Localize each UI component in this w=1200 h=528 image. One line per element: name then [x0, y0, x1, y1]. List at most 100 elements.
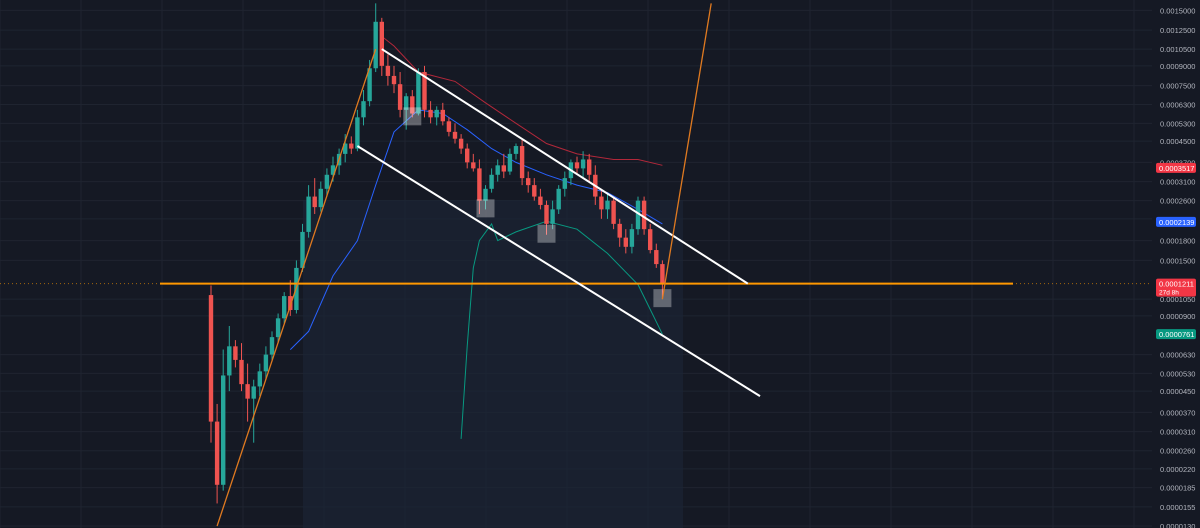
candle-body[interactable]: [550, 209, 555, 224]
candle[interactable]: [379, 17, 384, 76]
candle-body[interactable]: [452, 131, 458, 139]
candle[interactable]: [501, 153, 506, 179]
candle-body[interactable]: [385, 65, 391, 76]
candle[interactable]: [214, 403, 220, 504]
candle[interactable]: [641, 196, 647, 235]
candle[interactable]: [623, 229, 628, 254]
candle-body[interactable]: [349, 143, 354, 149]
candle[interactable]: [312, 178, 317, 214]
candle[interactable]: [422, 65, 427, 118]
candle-body[interactable]: [501, 165, 506, 172]
candle[interactable]: [263, 346, 269, 380]
candle[interactable]: [239, 343, 244, 392]
candle-body[interactable]: [544, 204, 549, 224]
candle-body[interactable]: [587, 159, 592, 175]
candle-body[interactable]: [397, 84, 403, 110]
candle-body[interactable]: [532, 185, 537, 197]
candle-body[interactable]: [275, 318, 281, 338]
candle[interactable]: [483, 185, 488, 210]
candle-body[interactable]: [269, 337, 275, 355]
candle[interactable]: [489, 168, 494, 193]
candle-body[interactable]: [239, 359, 244, 385]
candle[interactable]: [306, 185, 311, 238]
candle-body[interactable]: [635, 200, 641, 230]
projection-trend-line[interactable]: [216, 48, 377, 527]
candle[interactable]: [495, 159, 500, 182]
candle[interactable]: [617, 218, 622, 247]
candle[interactable]: [318, 181, 323, 212]
candle-body[interactable]: [513, 146, 519, 154]
candle[interactable]: [635, 196, 641, 235]
candle[interactable]: [251, 379, 256, 443]
candle-body[interactable]: [330, 165, 336, 175]
candle-body[interactable]: [574, 162, 580, 169]
candle[interactable]: [660, 260, 665, 300]
candle[interactable]: [385, 54, 391, 86]
candle-body[interactable]: [477, 168, 482, 201]
candle[interactable]: [391, 65, 397, 94]
candle-body[interactable]: [257, 371, 262, 387]
candle[interactable]: [507, 148, 513, 175]
candle-body[interactable]: [458, 138, 464, 149]
candle-body[interactable]: [367, 68, 372, 102]
candle[interactable]: [446, 117, 452, 137]
candle[interactable]: [416, 68, 421, 116]
candle-body[interactable]: [440, 109, 445, 122]
candle[interactable]: [458, 134, 464, 154]
candle-body[interactable]: [379, 21, 384, 66]
candle-body[interactable]: [410, 96, 415, 114]
candle-body[interactable]: [288, 296, 293, 311]
candle-body[interactable]: [263, 354, 269, 372]
candle-body[interactable]: [306, 196, 311, 232]
candle-body[interactable]: [245, 384, 250, 399]
candle[interactable]: [574, 156, 580, 175]
candle-body[interactable]: [300, 231, 305, 268]
candle-body[interactable]: [526, 178, 531, 186]
candle-body[interactable]: [617, 223, 622, 238]
candle-body[interactable]: [434, 109, 439, 118]
candle[interactable]: [605, 192, 610, 219]
candle[interactable]: [404, 93, 409, 130]
candle[interactable]: [544, 200, 549, 235]
channel-trend-line[interactable]: [356, 145, 761, 397]
candle-body[interactable]: [556, 188, 561, 210]
candle-body[interactable]: [605, 200, 610, 210]
candle[interactable]: [477, 159, 482, 214]
candle[interactable]: [373, 3, 378, 73]
candle[interactable]: [300, 223, 305, 272]
candle-body[interactable]: [208, 295, 214, 422]
candle[interactable]: [434, 106, 439, 126]
candle[interactable]: [233, 340, 238, 368]
candle-body[interactable]: [214, 421, 220, 485]
candle-body[interactable]: [416, 72, 421, 114]
candle[interactable]: [257, 363, 262, 397]
candle-body[interactable]: [641, 200, 647, 230]
candle[interactable]: [269, 331, 275, 360]
candle-body[interactable]: [623, 237, 628, 247]
candle-body[interactable]: [404, 96, 409, 110]
candle-body[interactable]: [361, 101, 366, 118]
candle-body[interactable]: [599, 196, 604, 210]
candle[interactable]: [227, 325, 232, 392]
candle[interactable]: [562, 171, 567, 197]
candle-body[interactable]: [519, 146, 525, 179]
candle[interactable]: [471, 153, 476, 172]
candle[interactable]: [349, 136, 354, 154]
candle[interactable]: [556, 185, 561, 214]
candle[interactable]: [513, 143, 519, 160]
candle[interactable]: [519, 138, 525, 186]
candle[interactable]: [648, 223, 653, 254]
candle-body[interactable]: [251, 386, 256, 399]
candle[interactable]: [245, 363, 250, 422]
candle-body[interactable]: [318, 188, 323, 208]
candle-body[interactable]: [471, 162, 476, 169]
candle-body[interactable]: [489, 174, 494, 189]
candle-body[interactable]: [355, 117, 360, 149]
candle-body[interactable]: [654, 250, 659, 265]
candle[interactable]: [526, 171, 531, 193]
candle[interactable]: [654, 243, 659, 268]
candle-body[interactable]: [324, 174, 330, 189]
candle-body[interactable]: [660, 264, 665, 284]
candle[interactable]: [221, 349, 226, 491]
